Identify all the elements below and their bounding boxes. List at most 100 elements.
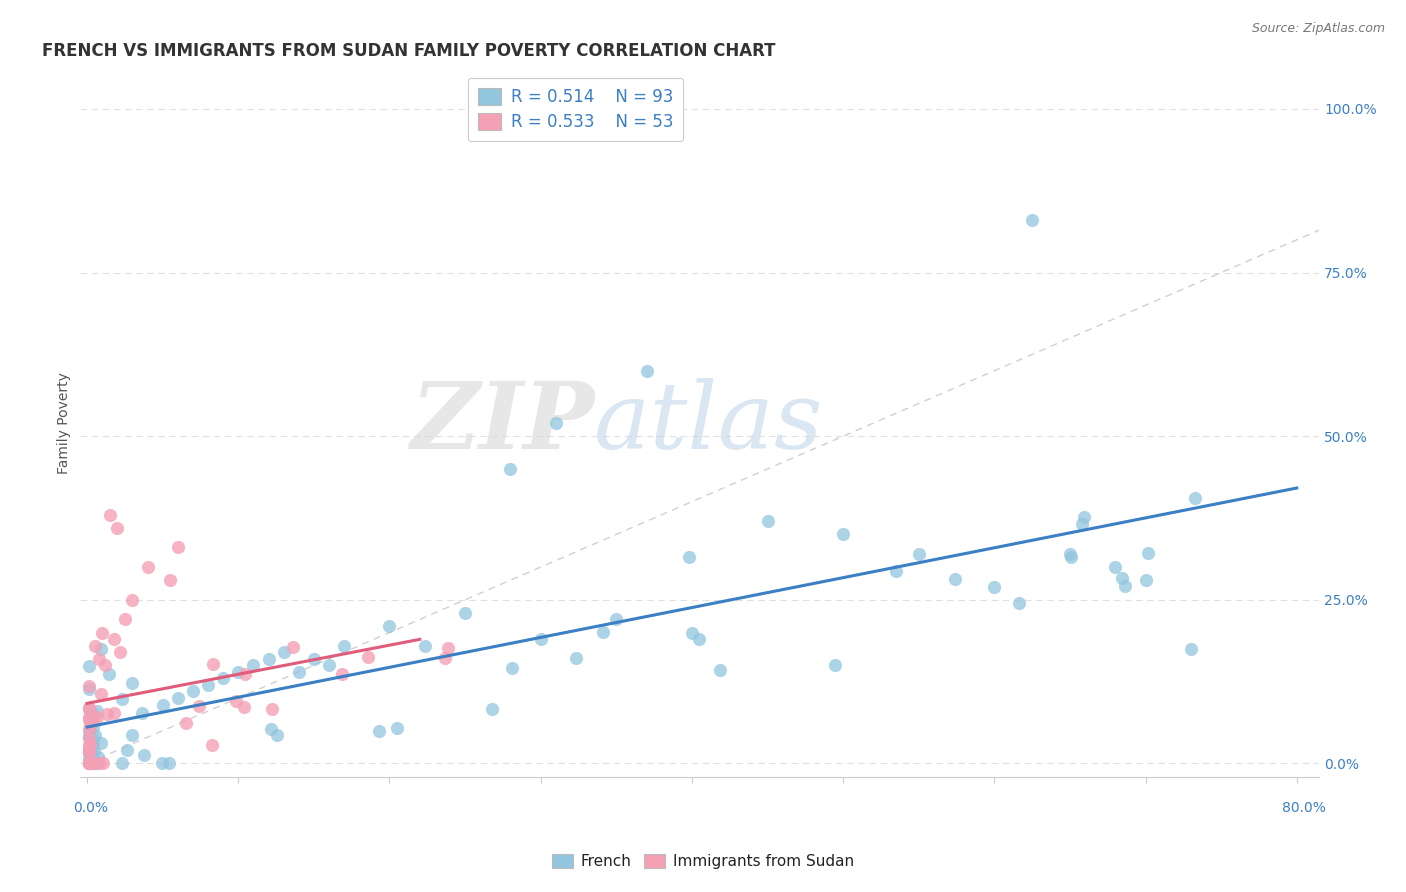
Text: 0.0%: 0.0%: [73, 801, 108, 815]
Point: [77, 744, 100, 758]
Point: [943, 572, 966, 586]
Point: [77, 756, 100, 771]
Point: [82, 707, 104, 722]
Point: [188, 699, 211, 714]
Point: [90, 687, 112, 701]
Point: [79, 738, 101, 752]
Point: [90, 735, 112, 749]
Point: [681, 625, 703, 640]
Point: [378, 619, 401, 633]
Point: [132, 748, 155, 763]
Point: [884, 564, 907, 578]
Point: [136, 560, 159, 574]
Point: [79, 735, 101, 749]
Point: [77, 756, 100, 771]
Point: [77, 701, 100, 715]
Point: [77, 679, 100, 693]
Point: [98, 508, 121, 522]
Point: [77, 702, 100, 716]
Text: ZIP: ZIP: [409, 378, 595, 468]
Point: [454, 606, 477, 620]
Point: [592, 625, 614, 640]
Point: [233, 699, 256, 714]
Point: [157, 756, 180, 771]
Point: [82, 715, 104, 730]
Point: [89, 651, 111, 665]
Point: [564, 651, 586, 665]
Point: [1073, 509, 1095, 524]
Point: [262, 702, 284, 716]
Point: [636, 364, 658, 378]
Point: [79, 745, 101, 759]
Point: [756, 514, 779, 528]
Point: [436, 641, 458, 656]
Point: [83, 744, 105, 758]
Legend: French, Immigrants from Sudan: French, Immigrants from Sudan: [546, 847, 860, 875]
Point: [90, 641, 112, 656]
Point: [87, 749, 110, 764]
Point: [1071, 516, 1094, 531]
Point: [77, 742, 100, 756]
Point: [82, 756, 104, 771]
Point: [257, 651, 280, 665]
Point: [77, 756, 100, 771]
Point: [499, 462, 522, 476]
Point: [77, 756, 100, 771]
Point: [82, 738, 104, 752]
Point: [302, 651, 325, 665]
Point: [1137, 546, 1160, 560]
Point: [86, 704, 108, 718]
Point: [181, 684, 204, 698]
Point: [77, 701, 100, 715]
Point: [96, 706, 118, 721]
Point: [86, 710, 108, 724]
Legend: R = 0.514    N = 93, R = 0.533    N = 53: R = 0.514 N = 93, R = 0.533 N = 53: [468, 78, 683, 141]
Point: [688, 632, 710, 646]
Point: [77, 725, 100, 739]
Point: [111, 692, 134, 706]
Point: [235, 667, 257, 681]
Point: [1021, 213, 1043, 227]
Point: [824, 657, 846, 672]
Point: [77, 731, 100, 745]
Point: [114, 612, 136, 626]
Point: [1008, 596, 1031, 610]
Point: [80, 756, 103, 771]
Point: [82, 720, 104, 734]
Text: FRENCH VS IMMIGRANTS FROM SUDAN FAMILY POVERTY CORRELATION CHART: FRENCH VS IMMIGRANTS FROM SUDAN FAMILY P…: [42, 42, 776, 60]
Point: [605, 612, 627, 626]
Point: [159, 573, 181, 587]
Point: [77, 745, 100, 759]
Point: [1135, 573, 1157, 587]
Point: [77, 659, 100, 673]
Point: [77, 681, 100, 696]
Point: [84, 756, 107, 771]
Point: [77, 756, 100, 771]
Point: [77, 739, 100, 753]
Point: [91, 625, 114, 640]
Point: [77, 731, 100, 746]
Point: [433, 651, 456, 665]
Point: [103, 632, 125, 646]
Text: atlas: atlas: [595, 378, 824, 468]
Point: [150, 756, 173, 771]
Y-axis label: Family Poverty: Family Poverty: [58, 372, 72, 474]
Point: [79, 717, 101, 731]
Point: [832, 527, 855, 541]
Point: [332, 666, 354, 681]
Point: [318, 658, 340, 673]
Point: [83, 756, 105, 771]
Point: [77, 751, 100, 765]
Point: [273, 645, 295, 659]
Point: [77, 743, 100, 757]
Point: [174, 716, 197, 731]
Point: [481, 702, 503, 716]
Point: [357, 649, 380, 664]
Point: [983, 580, 1005, 594]
Point: [77, 756, 100, 771]
Point: [77, 722, 100, 736]
Point: [1114, 579, 1136, 593]
Point: [131, 706, 153, 720]
Point: [1059, 547, 1081, 561]
Point: [501, 661, 523, 675]
